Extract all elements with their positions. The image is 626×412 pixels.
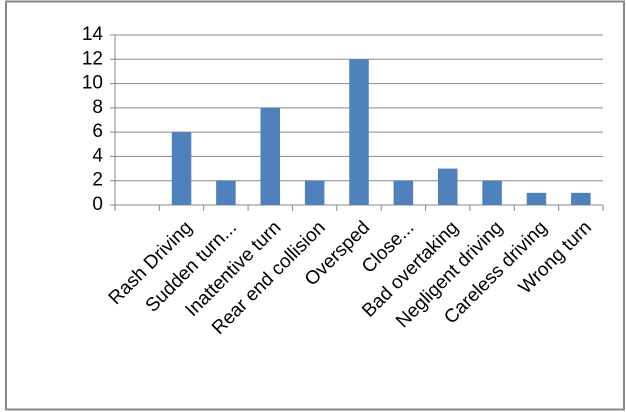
y-tick-label: 0	[92, 194, 103, 215]
y-tick-label: 4	[92, 145, 103, 166]
bar	[571, 192, 591, 205]
y-tick-label: 10	[82, 73, 103, 94]
bar	[526, 192, 547, 205]
bar	[216, 180, 236, 205]
bar	[349, 59, 369, 206]
y-tick-label: 12	[82, 48, 103, 69]
bar	[171, 132, 192, 205]
y-tick-label: 2	[92, 170, 103, 191]
bar	[437, 168, 458, 205]
bar	[482, 180, 502, 205]
bar	[393, 180, 414, 205]
y-tick-label: 14	[82, 24, 104, 45]
bar	[304, 180, 325, 205]
bar	[260, 107, 281, 205]
y-tick-label: 8	[92, 97, 103, 118]
y-tick-label: 6	[92, 121, 103, 142]
